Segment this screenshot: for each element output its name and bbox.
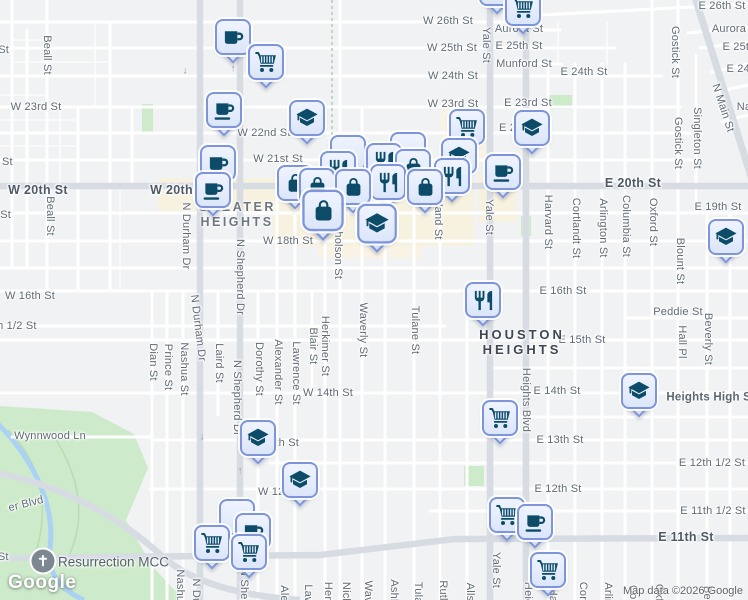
marker-bubble (335, 169, 371, 205)
marker-school[interactable] (240, 420, 276, 465)
marker-restaurant[interactable] (465, 282, 501, 327)
church-poi-icon[interactable] (31, 549, 55, 573)
marker-grocery[interactable] (248, 44, 284, 89)
marker-bubble (231, 534, 267, 570)
marker-shopping[interactable] (335, 169, 371, 214)
marker-bubble (206, 92, 242, 128)
marker-bubble (357, 203, 397, 244)
coffee-cup-saucer-icon (525, 514, 545, 532)
marker-cafe[interactable] (517, 504, 553, 549)
graduation-cap-icon (628, 381, 650, 399)
marker-cafe[interactable] (215, 19, 251, 64)
marker-school[interactable] (282, 462, 318, 507)
shopping-cart-icon (201, 533, 222, 553)
marker-bubble (517, 504, 553, 540)
shopping-bag-icon (346, 177, 360, 196)
shopping-cart-icon (238, 542, 259, 562)
marker-bubble (195, 172, 231, 208)
graduation-cap-icon (247, 428, 269, 446)
shopping-cart-icon (512, 0, 533, 18)
graduation-cap-icon (715, 227, 737, 245)
marker-bubble (302, 189, 344, 232)
water-stream (0, 422, 86, 600)
graduation-cap-icon (521, 118, 543, 136)
marker-school[interactable] (621, 373, 657, 418)
graduation-cap-icon (365, 213, 389, 233)
marker-cafe[interactable] (206, 92, 242, 137)
marker-bubble (482, 400, 518, 436)
marker-school[interactable] (357, 203, 397, 253)
restaurant-icon (474, 290, 492, 310)
marker-bubble (530, 552, 566, 588)
marker-restaurant[interactable] (370, 164, 406, 209)
marker-bubble (240, 420, 276, 456)
coffee-cup-icon (209, 156, 228, 170)
marker-bubble (621, 373, 657, 409)
marker-bubble (708, 219, 744, 255)
marker-bubble (485, 154, 521, 190)
shopping-bag-icon (315, 199, 331, 220)
shopping-bag-icon (418, 177, 432, 196)
google-logo[interactable]: Google (8, 572, 77, 593)
marker-bubble (282, 462, 318, 498)
marker-bubble (514, 110, 550, 146)
marker-school[interactable] (514, 110, 550, 155)
shopping-cart-icon (489, 408, 510, 428)
marker-bubble (505, 0, 541, 26)
coffee-cup-saucer-icon (214, 102, 234, 120)
coffee-cup-icon (224, 30, 243, 44)
shopping-cart-icon (496, 505, 517, 525)
marker-grocery[interactable] (505, 0, 541, 35)
shopping-cart-icon (537, 560, 558, 580)
marker-grocery[interactable] (530, 552, 566, 597)
marker-bubble (407, 169, 443, 205)
marker-school[interactable] (708, 219, 744, 264)
cross-icon (38, 554, 48, 567)
marker-cafe[interactable] (485, 154, 521, 199)
marker-grocery[interactable] (194, 525, 230, 570)
marker-grocery[interactable] (482, 400, 518, 445)
graduation-cap-icon (289, 470, 311, 488)
marker-bubble (289, 100, 325, 136)
restaurant-icon (443, 166, 461, 186)
marker-school[interactable] (289, 100, 325, 145)
marker-cafe[interactable] (195, 172, 231, 217)
graduation-cap-icon (296, 108, 318, 126)
marker-shopping[interactable] (302, 189, 344, 241)
marker-bubble (215, 19, 251, 55)
marker-bubble (248, 44, 284, 80)
church-poi-label: Resurrection MCC (58, 554, 170, 570)
shopping-bag-icon (288, 173, 302, 192)
marker-bubble (465, 282, 501, 318)
map-attribution: Map data ©2026 Google (622, 585, 743, 597)
shopping-cart-icon (456, 117, 477, 137)
marker-shopping[interactable] (407, 169, 443, 214)
marker-bubble (370, 164, 406, 200)
shopping-cart-icon (255, 52, 276, 72)
restaurant-icon (379, 172, 397, 192)
coffee-cup-saucer-icon (203, 182, 223, 200)
marker-grocery[interactable] (231, 534, 267, 579)
marker-bubble (194, 525, 230, 561)
coffee-cup-saucer-icon (493, 164, 513, 182)
